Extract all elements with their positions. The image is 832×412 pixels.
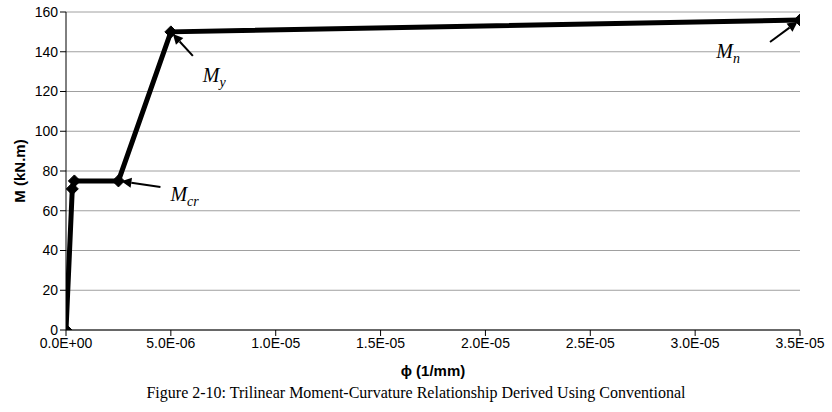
svg-text:5.0E-06: 5.0E-06 <box>146 335 195 351</box>
svg-text:140: 140 <box>35 44 59 60</box>
svg-text:60: 60 <box>42 203 58 219</box>
svg-text:My: My <box>202 64 227 90</box>
svg-text:1.5E-05: 1.5E-05 <box>356 335 405 351</box>
svg-text:1.0E-05: 1.0E-05 <box>251 335 300 351</box>
svg-text:3.5E-05: 3.5E-05 <box>775 335 824 351</box>
svg-text:100: 100 <box>35 123 59 139</box>
svg-text:M (kN.m): M (kN.m) <box>11 139 28 202</box>
svg-text:80: 80 <box>42 163 58 179</box>
svg-text:40: 40 <box>42 242 58 258</box>
html-text:Figure 2-10: Trilinear Moment-: Figure 2-10: Trilinear Moment-Curvature … <box>146 384 686 401</box>
svg-text:3.0E-05: 3.0E-05 <box>671 335 720 351</box>
svg-text:2.0E-05: 2.0E-05 <box>461 335 510 351</box>
svg-text:20: 20 <box>42 282 58 298</box>
svg-text:ϕ (1/mm): ϕ (1/mm) <box>401 362 466 379</box>
svg-text:160: 160 <box>35 4 59 20</box>
svg-text:Mn: Mn <box>715 40 740 66</box>
svg-text:2.5E-05: 2.5E-05 <box>566 335 615 351</box>
svg-text:0.0E+00: 0.0E+00 <box>40 335 93 351</box>
svg-text:0: 0 <box>50 322 58 338</box>
svg-text:Mcr: Mcr <box>169 183 199 209</box>
svg-text:120: 120 <box>35 83 59 99</box>
